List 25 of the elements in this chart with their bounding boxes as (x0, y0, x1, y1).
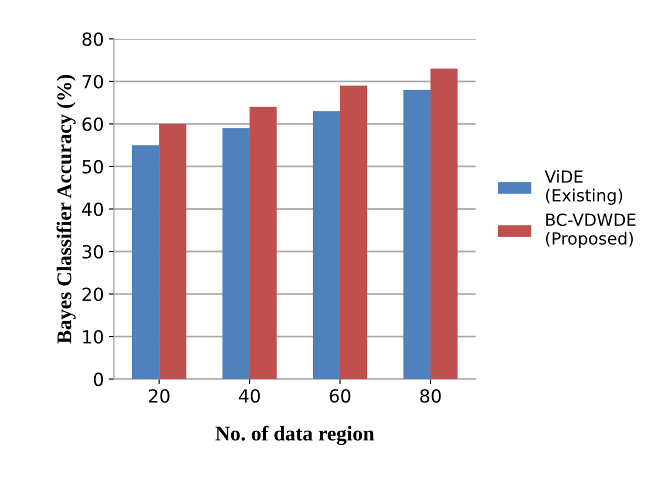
y-axis-title: Bayes Classifier Accuracy (%) (56, 74, 76, 344)
bar (222, 128, 250, 380)
y-tick-label: 40 (82, 202, 103, 216)
y-tick-label: 20 (82, 287, 103, 302)
y-tick-label: 30 (82, 244, 103, 259)
x-axis-title: No. of data region (216, 426, 374, 445)
x-tick-label: 80 (420, 389, 441, 403)
legend-label: BC-VDWDE (Proposed) (546, 213, 636, 248)
y-tick-label: 50 (82, 160, 103, 174)
bar (159, 124, 186, 380)
bar (250, 106, 277, 380)
y-tick-label: 80 (82, 32, 103, 46)
bar (403, 90, 430, 380)
y-tick-label: 10 (83, 330, 103, 344)
y-tick-label: 60 (82, 117, 103, 132)
bar (340, 86, 368, 380)
bar (312, 111, 340, 380)
bar (430, 68, 458, 380)
x-tick-label: 20 (148, 389, 170, 403)
bar (132, 145, 160, 380)
x-tick-label: 60 (330, 389, 350, 403)
y-tick-label: 0 (94, 372, 103, 386)
y-tick-label: 70 (82, 74, 103, 89)
legend-label: ViDE (Existing) (544, 170, 622, 205)
x-tick-label: 40 (238, 389, 260, 403)
